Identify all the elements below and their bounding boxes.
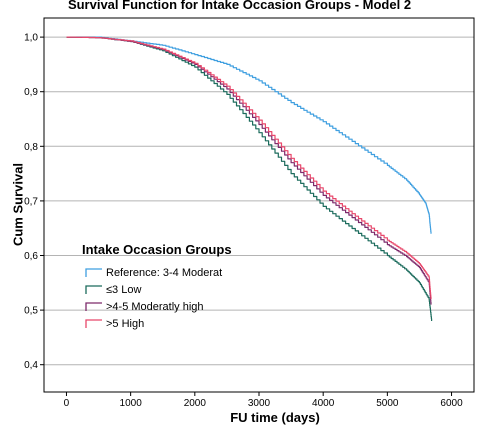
axes xyxy=(40,17,475,396)
x-tick-label: 3000 xyxy=(248,398,271,409)
x-tick-label: 6000 xyxy=(440,398,463,409)
y-tick-label: 0,7 xyxy=(24,196,38,207)
legend-label-reference: Reference: 3-4 Moderat xyxy=(106,267,223,279)
y-tick-label: 0,8 xyxy=(24,142,38,153)
x-tick-label: 5000 xyxy=(376,398,399,409)
legend-swatch-moderately-high xyxy=(85,302,102,311)
chart-title: Survival Function for Intake Occasion Gr… xyxy=(67,0,412,12)
plot-frame xyxy=(43,17,475,393)
y-tick-label: 0,5 xyxy=(24,306,38,317)
y-tick-label: 0,6 xyxy=(24,251,38,262)
y-tick-label: 0,9 xyxy=(24,87,38,98)
x-tick-label: 4000 xyxy=(312,398,335,409)
survival-curves xyxy=(66,36,433,321)
legend-swatch-high xyxy=(85,319,102,328)
legend-label-moderately-high: >4-5 Moderatly high xyxy=(106,301,204,313)
legend-swatch-reference xyxy=(85,268,102,277)
y-axis-label: Cum Survival xyxy=(10,162,26,247)
legend-label-low: ≤3 Low xyxy=(106,284,142,296)
x-axis-label: FU time (days) xyxy=(230,410,320,425)
legend-swatch-low xyxy=(85,285,102,294)
tick-labels: 0,4 0,5 0,6 0,7 0,8 0,9 1,0 0 1000 2000 3000 4000 50… xyxy=(24,33,463,409)
legend-title: Intake Occasion Groups xyxy=(82,242,232,257)
survival-curve-2 xyxy=(66,36,432,305)
survival-curve-0 xyxy=(66,36,432,234)
grid-lines xyxy=(44,36,474,366)
x-tick-label: 2000 xyxy=(184,398,207,409)
y-tick-label: 0,4 xyxy=(24,360,38,371)
y-tick-label: 1,0 xyxy=(24,33,38,44)
legend-label-high: >5 High xyxy=(106,318,145,330)
x-tick-label: 0 xyxy=(64,398,70,409)
survival-curve-3 xyxy=(66,36,432,300)
x-tick-label: 1000 xyxy=(120,398,143,409)
